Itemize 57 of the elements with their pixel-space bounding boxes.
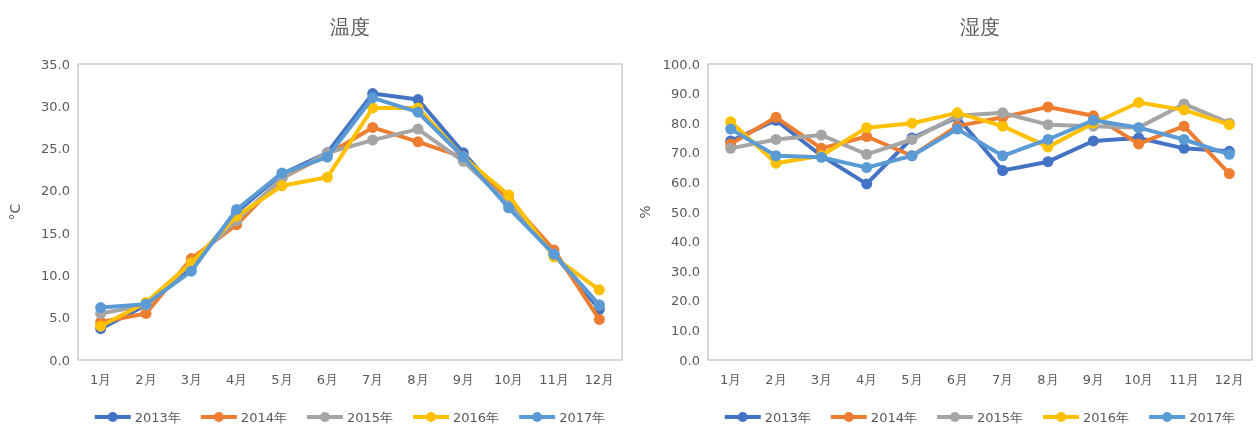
x-tick-label: 5月 [271,372,293,387]
x-tick-label: 12月 [1214,372,1245,387]
y-tick-label: 30.0 [671,263,700,279]
y-tick-label: 0.0 [679,352,700,368]
legend-label: 2015年 [976,410,1024,425]
y-tick-label: 90.0 [671,86,700,102]
x-tick-label: 12月 [584,372,615,387]
legend-label: 2015年 [346,410,394,425]
y-tick-label: 15.0 [41,225,70,241]
y-tick-label: 20.0 [41,183,70,199]
y-tick-label: 5.0 [49,310,70,326]
legend-label: 2013年 [764,410,811,425]
legend-label: 2017年 [1189,410,1236,425]
y-tick-label: 80.0 [671,115,700,131]
y-tick-label: 100.0 [662,56,700,72]
x-tick-label: 9月 [1082,372,1104,387]
chart-title: 温度 [330,15,370,39]
chart-title: 湿度 [960,15,1000,39]
legend-label: 2017年 [559,410,606,425]
x-tick-label: 1月 [90,372,112,387]
x-tick-label: 9月 [452,372,474,387]
x-tick-label: 3月 [180,372,202,387]
y-tick-label: 40.0 [671,234,700,250]
x-tick-label: 10月 [1123,372,1154,387]
legend-label: 2016年 [1083,410,1130,425]
y-tick-label: 70.0 [671,145,700,161]
x-tick-label: 2月 [765,372,787,387]
x-tick-label: 7月 [362,372,384,387]
y-tick-label: 50.0 [671,204,700,220]
x-tick-label: 10月 [493,372,524,387]
x-tick-label: 2月 [135,372,157,387]
y-tick-label: 30.0 [41,98,70,114]
y-tick-label: 35.0 [41,56,70,72]
y-tick-label: 10.0 [41,267,70,283]
y-tick-label: 25.0 [41,141,70,157]
y-tick-label: 0.0 [49,352,70,368]
x-tick-label: 8月 [1037,372,1059,387]
x-tick-label: 4月 [226,372,248,387]
x-tick-label: 5月 [901,372,923,387]
y-axis-title: % [637,205,653,219]
x-tick-label: 1月 [720,372,742,387]
x-tick-label: 11月 [1169,372,1199,387]
y-tick-label: 60.0 [671,174,700,190]
x-tick-label: 4月 [856,372,878,387]
x-tick-label: 6月 [316,372,338,387]
x-tick-label: 7月 [992,372,1014,387]
legend-label: 2014年 [240,410,287,425]
x-tick-label: 8月 [407,372,429,387]
y-tick-label: 10.0 [671,322,700,338]
y-axis-title: °C [7,203,23,221]
legend-label: 2013年 [134,410,181,425]
legend-label: 2014年 [870,410,917,425]
legend-label: 2016年 [453,410,500,425]
x-tick-label: 3月 [810,372,832,387]
x-tick-label: 6月 [946,372,968,387]
y-tick-label: 20.0 [671,293,700,309]
x-tick-label: 11月 [539,372,569,387]
